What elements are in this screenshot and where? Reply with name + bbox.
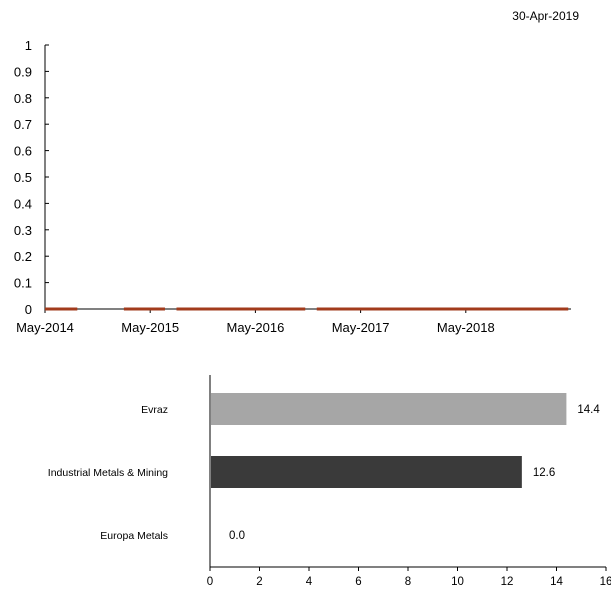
x-tick-label: 0 — [207, 576, 213, 588]
value-label: 12.6 — [533, 467, 555, 479]
bar-chart-bars — [211, 393, 567, 488]
x-tick-label: May-2015 — [121, 320, 179, 335]
x-tick-label: 14 — [550, 576, 563, 588]
x-tick-label: 6 — [355, 576, 361, 588]
x-tick-label: 10 — [451, 576, 464, 588]
y-tick-label: 0.2 — [14, 249, 32, 264]
y-tick-label: 1 — [25, 38, 32, 53]
x-tick-label: May-2018 — [437, 320, 495, 335]
bar-industrial-metals-mining — [211, 456, 522, 488]
y-tick-label: 0.7 — [14, 117, 32, 132]
y-tick-label: 0.5 — [14, 170, 32, 185]
category-label: Evraz — [141, 404, 168, 416]
report-date: 30-Apr-2019 — [512, 9, 579, 23]
x-tick-label: 4 — [306, 576, 313, 588]
line-chart-x-ticks: May-2014 May-2015 May-2016 May-2017 May-2018 — [16, 309, 495, 335]
bar-chart-value-labels: 14.4 12.6 0.0 — [229, 404, 600, 542]
x-tick-label: 2 — [256, 576, 262, 588]
value-label: 14.4 — [577, 404, 600, 416]
y-tick-label: 0.1 — [14, 276, 32, 291]
bar-evraz — [211, 393, 567, 425]
value-label: 0.0 — [229, 530, 245, 542]
category-label: Europa Metals — [100, 530, 168, 542]
x-tick-label: 16 — [600, 576, 611, 588]
category-label: Industrial Metals & Mining — [48, 467, 168, 479]
line-chart: 00.10.20.30.40.50.60.70.80.91 May-2014 Ma… — [14, 38, 571, 335]
x-tick-label: May-2014 — [16, 320, 74, 335]
y-tick-label: 0 — [25, 302, 32, 317]
x-tick-label: May-2017 — [332, 320, 390, 335]
x-tick-label: May-2016 — [226, 320, 284, 335]
bar-chart-x-ticks: 0 2 4 6 8 10 12 14 16 — [207, 567, 611, 588]
y-tick-label: 0.9 — [14, 64, 32, 79]
y-tick-label: 0.4 — [14, 196, 32, 211]
bar-chart-category-labels: Evraz Industrial Metals & Mining Europa Me… — [48, 404, 168, 542]
x-tick-label: 8 — [405, 576, 411, 588]
line-chart-y-ticks: 0 0.1 0.2 0.3 0.4 0.5 0.6 0.7 0.8 0.9 1 — [14, 38, 49, 317]
y-tick-label: 0.8 — [14, 91, 32, 106]
y-tick-label: 0.3 — [14, 223, 32, 238]
x-tick-label: 12 — [501, 576, 514, 588]
y-tick-label: 0.6 — [14, 144, 32, 159]
